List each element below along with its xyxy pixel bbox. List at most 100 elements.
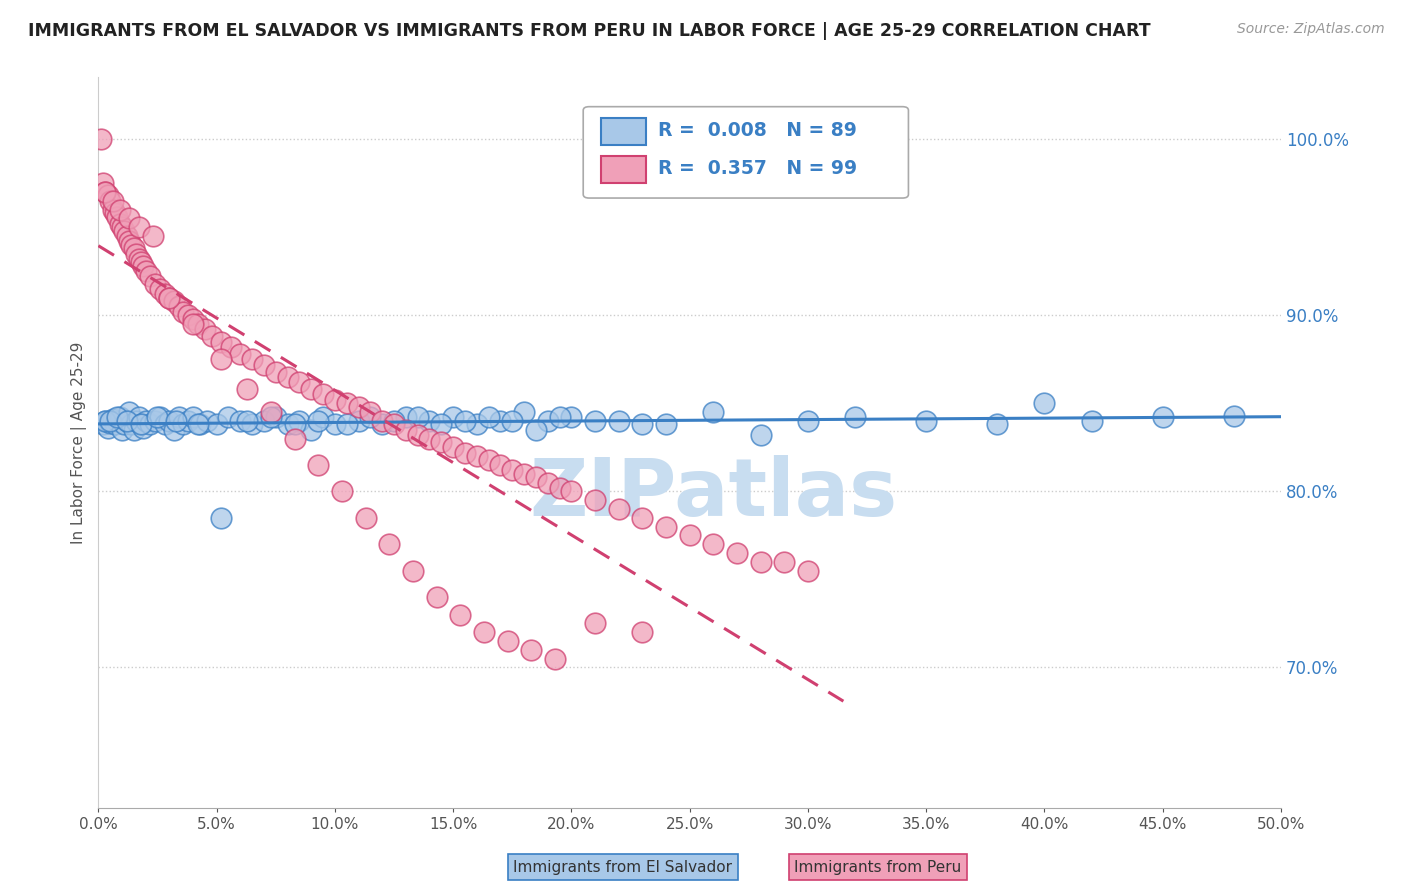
Point (153, 417, 176, 432)
Point (986, 417, 1008, 432)
Point (359, 410, 381, 425)
Point (264, 410, 287, 425)
Point (98, 416, 121, 430)
Point (489, 414, 512, 428)
Point (195, 414, 218, 428)
Point (209, 334, 232, 349)
Point (347, 400, 370, 414)
Point (135, 264, 157, 278)
Point (544, 651, 567, 665)
Bar (600, 155, 645, 184)
Point (209, 510, 232, 524)
Point (201, 329, 224, 343)
Point (135, 414, 157, 428)
Point (229, 414, 252, 428)
Point (163, 423, 186, 437)
Bar (600, 118, 645, 145)
Point (112, 224, 135, 238)
Point (513, 405, 536, 419)
Point (115, 414, 138, 428)
Point (773, 555, 796, 569)
Point (307, 414, 329, 428)
Point (359, 405, 381, 419)
Point (157, 291, 180, 305)
Point (264, 365, 287, 379)
Point (299, 382, 322, 396)
Point (101, 202, 124, 217)
Point (181, 317, 204, 331)
Point (112, 417, 135, 432)
Point (98, 414, 121, 428)
Y-axis label: In Labor Force | Age 25-29: In Labor Force | Age 25-29 (72, 342, 87, 544)
Point (560, 484, 582, 499)
Point (94, 414, 117, 428)
Point (128, 220, 150, 235)
Point (240, 417, 263, 432)
Point (181, 410, 204, 425)
Point (188, 417, 211, 432)
Point (430, 417, 453, 432)
Point (382, 417, 405, 432)
Text: Immigrants from El Salvador: Immigrants from El Salvador (513, 860, 733, 874)
Point (537, 414, 560, 428)
Point (129, 255, 152, 269)
Point (465, 449, 488, 463)
Point (299, 423, 322, 437)
Point (173, 417, 195, 432)
Point (284, 432, 307, 446)
Point (548, 481, 571, 495)
Point (205, 417, 228, 432)
Point (1222, 409, 1244, 423)
Point (101, 194, 124, 208)
Point (139, 269, 162, 284)
Point (157, 291, 180, 305)
Point (187, 417, 209, 432)
Point (501, 414, 523, 428)
Point (1033, 396, 1056, 410)
Point (122, 423, 145, 437)
Point (194, 322, 217, 336)
Point (153, 287, 176, 301)
Point (449, 607, 471, 622)
Point (465, 417, 488, 432)
Point (219, 340, 242, 354)
Point (167, 300, 190, 314)
Point (128, 410, 150, 425)
Point (288, 414, 311, 428)
Point (323, 417, 346, 432)
Point (725, 546, 748, 560)
Point (143, 277, 166, 291)
Point (104, 206, 127, 220)
Point (236, 414, 259, 428)
Point (583, 414, 606, 428)
Point (513, 467, 536, 481)
Point (478, 410, 501, 425)
Point (655, 417, 678, 432)
Point (91, 417, 114, 432)
Point (454, 414, 477, 428)
Point (260, 405, 283, 419)
Text: Immigrants from Peru: Immigrants from Peru (794, 860, 962, 874)
Point (111, 423, 134, 437)
Point (98, 194, 121, 208)
FancyBboxPatch shape (583, 107, 908, 198)
Point (121, 417, 143, 432)
Point (797, 564, 820, 578)
Point (91, 176, 114, 190)
Point (426, 590, 449, 604)
Text: IMMIGRANTS FROM EL SALVADOR VS IMMIGRANTS FROM PERU IN LABOR FORCE | AGE 25-29 C: IMMIGRANTS FROM EL SALVADOR VS IMMIGRANT… (28, 22, 1150, 40)
Point (115, 229, 138, 244)
Point (607, 414, 630, 428)
Point (336, 417, 359, 432)
Point (430, 435, 453, 450)
Point (260, 410, 283, 425)
Point (253, 414, 276, 428)
Text: ZIPatlas: ZIPatlas (529, 455, 897, 533)
Point (489, 458, 512, 472)
Point (146, 410, 169, 425)
Point (118, 211, 141, 226)
Point (347, 414, 370, 428)
Point (142, 229, 165, 244)
Point (94, 414, 117, 428)
Point (173, 304, 195, 318)
